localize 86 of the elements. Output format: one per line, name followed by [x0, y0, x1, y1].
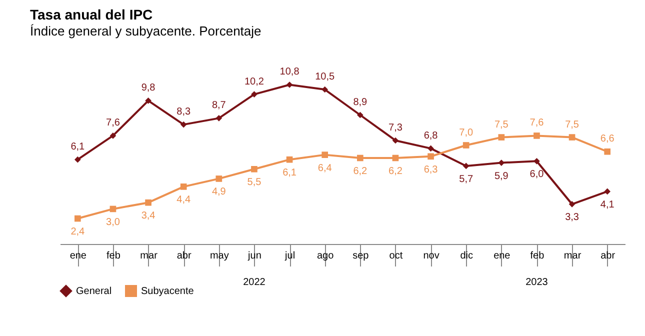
data-label: 8,7 [212, 100, 226, 112]
point [251, 91, 258, 98]
data-label: 7,5 [565, 119, 580, 130]
x-tick-label: oct [389, 250, 403, 262]
data-label: 6,2 [353, 166, 368, 177]
data-label: 6,1 [282, 168, 297, 179]
point [356, 154, 364, 162]
point [180, 184, 187, 190]
data-label: 8,9 [353, 97, 368, 108]
point [322, 152, 328, 158]
data-label: 5,7 [459, 174, 474, 185]
legend-label: Subyacente [141, 286, 194, 297]
x-tick-label: feb [106, 250, 121, 262]
x-tick-label: feb [530, 250, 545, 262]
point [392, 154, 399, 162]
point [74, 215, 81, 222]
data-label: 6,4 [318, 162, 332, 174]
point [392, 137, 399, 144]
point [180, 121, 187, 128]
x-tick-label: jun [247, 250, 262, 262]
data-label: 6,0 [530, 169, 544, 180]
data-label: 4,1 [600, 199, 615, 210]
data-label: 6,2 [388, 166, 403, 177]
point [428, 153, 434, 160]
point [110, 206, 116, 212]
chart-subtitle: Índice general y subyacente. Porcentaje [30, 24, 262, 39]
x-tick-label: sep [352, 250, 370, 262]
point [145, 98, 152, 104]
x-tick-label: abr [600, 250, 616, 262]
text: 2022 [243, 277, 266, 288]
point [110, 132, 116, 139]
point [216, 176, 222, 182]
data-label: 5,5 [247, 177, 262, 188]
data-label: 7,3 [388, 122, 403, 134]
x-tick-label: ago [317, 250, 334, 262]
x-tick-label: jul [284, 250, 296, 262]
point [568, 134, 576, 140]
data-label: 4,9 [212, 186, 226, 198]
data-label: 7,5 [494, 119, 509, 130]
x-tick-label: abr [176, 250, 192, 262]
point [498, 160, 505, 166]
point [286, 156, 293, 163]
point [74, 156, 81, 163]
point [322, 86, 328, 93]
point [145, 199, 152, 206]
data-label: 7,6 [530, 118, 544, 129]
point [462, 142, 470, 148]
data-label: 9,8 [141, 82, 156, 94]
data-label: 3,0 [106, 216, 120, 228]
point [498, 134, 505, 140]
data-label: 6,1 [70, 142, 86, 153]
x-tick-label: ene [494, 250, 511, 262]
chart-title: Tasa anual del IPC [30, 6, 153, 23]
data-label: 5,9 [494, 170, 509, 182]
data-label: 3,4 [141, 210, 156, 222]
data-label: 6,3 [424, 164, 438, 176]
x-tick-label: nov [423, 250, 440, 262]
point [568, 201, 576, 208]
point [428, 145, 434, 152]
x-tick-label: dic [460, 250, 473, 262]
data-label: 2,4 [70, 226, 86, 238]
point [534, 132, 540, 139]
data-label: 10,5 [315, 72, 336, 83]
point [356, 112, 364, 118]
data-label: 7,0 [459, 127, 474, 138]
data-label: 3,3 [565, 212, 580, 224]
x-tick-label: ene [70, 250, 87, 262]
data-label: 8,3 [176, 106, 191, 118]
point [604, 148, 611, 155]
x-tick-label: mar [140, 250, 158, 262]
point [462, 162, 470, 170]
point [604, 188, 611, 195]
data-label: 7,6 [106, 118, 120, 129]
data-label: 4,4 [176, 194, 191, 206]
legend-label: General [76, 286, 112, 297]
text: 2023 [526, 277, 548, 288]
point [534, 158, 540, 164]
data-label: 10,2 [244, 76, 264, 88]
x-tick-label: mar [564, 250, 582, 262]
data-label: 6,8 [424, 130, 438, 142]
data-label: 6,6 [600, 134, 615, 145]
x-tick-label: may [210, 250, 229, 262]
point [286, 82, 293, 88]
data-label: 10,8 [280, 66, 300, 78]
point [251, 166, 258, 172]
point [216, 115, 222, 122]
